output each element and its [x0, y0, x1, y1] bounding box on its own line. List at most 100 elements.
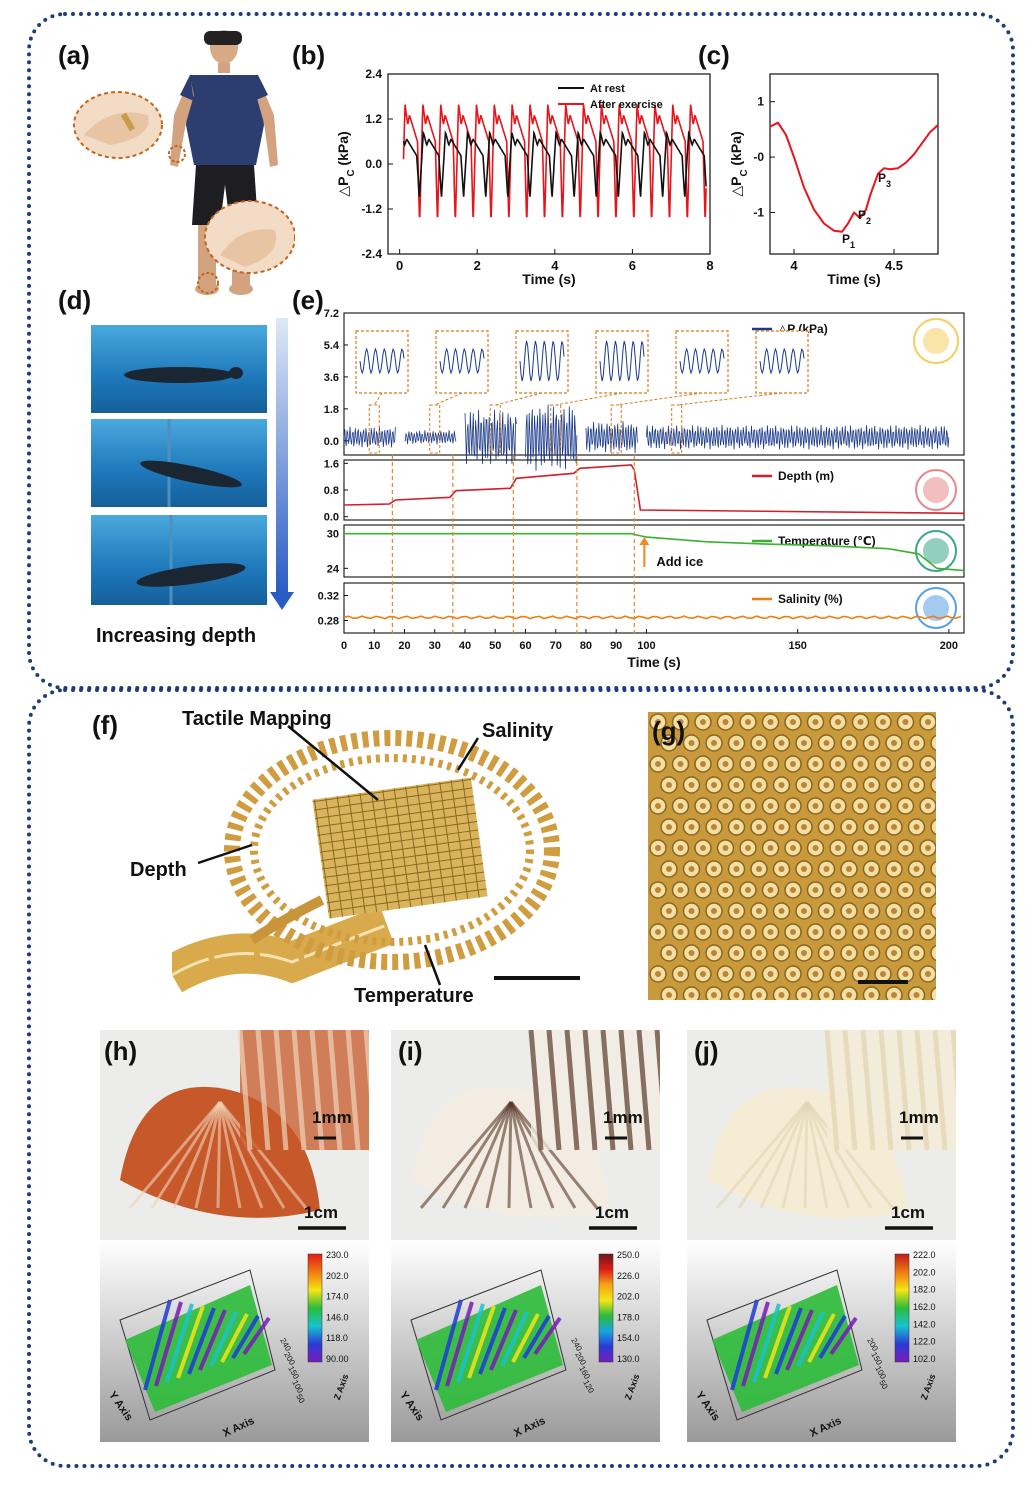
- zoom-connector: [676, 392, 783, 406]
- colorbar-label: 250.0: [617, 1250, 640, 1260]
- x-tick-label: 20: [398, 640, 410, 652]
- colorbar-label: 230.0: [326, 1250, 349, 1260]
- y-tick-label: 0.32: [318, 591, 339, 603]
- surface-ridge: [467, 1305, 496, 1379]
- peak-annotation: P3: [878, 171, 891, 189]
- shell-panel-2: 1mm 1cm 250.0 226.0 202.0 178.0 154.0 130.0 240 2…: [391, 1030, 660, 1442]
- x-tick-label: 100: [637, 640, 655, 652]
- surface-ridge: [730, 1299, 759, 1391]
- scale-label: 1cm: [304, 1203, 339, 1222]
- x-tick-label: 50: [489, 640, 501, 652]
- inset-scale-label: 1mm: [899, 1108, 939, 1127]
- surface-ridge: [198, 1309, 227, 1371]
- x-tick-label: 150: [788, 640, 806, 652]
- surface-ridge: [511, 1313, 540, 1363]
- x-tick-label: 8: [706, 258, 713, 273]
- subplot-frame: [343, 524, 965, 578]
- chart-b-pulse-waveform: 0 2 4 6 8 2.4 1.2 0.0 -1.2 -2.4 Time (s) △PC (kPa) A…: [335, 67, 714, 287]
- surface-ridge: [231, 1314, 260, 1360]
- surface-ridge: [807, 1313, 836, 1363]
- legend-label: Salinity (%): [778, 592, 843, 606]
- series-line-salinity: [343, 615, 962, 620]
- surface-ridge: [434, 1299, 463, 1391]
- sensor-icon-fill: [923, 328, 949, 354]
- colorbar-label: 146.0: [326, 1312, 349, 1322]
- sensor-icon-fill: [923, 477, 949, 503]
- zoom-inset-trace: [679, 347, 725, 375]
- surface-ridge: [242, 1316, 271, 1356]
- zoom-connector: [373, 392, 383, 406]
- surface-ridge: [187, 1307, 216, 1375]
- surface-3d-plot: 250.0226.0202.0178.0154.0130.02402001601…: [391, 1240, 660, 1442]
- subplot-frame: [343, 582, 965, 634]
- swim-photo-3: [91, 515, 267, 605]
- x-tick-label: 4: [551, 258, 559, 273]
- shell-photo: [391, 1030, 660, 1240]
- microstructure-photo: [648, 712, 936, 1000]
- label-g: (g): [652, 716, 686, 746]
- y-tick-label: 0.28: [318, 616, 339, 628]
- colorbar-label: 226.0: [617, 1271, 640, 1281]
- label-h: (h): [104, 1036, 138, 1066]
- colorbar-label: 162.0: [913, 1302, 936, 1312]
- surface-3d-plot: 222.0202.0182.0162.0142.0122.0102.020015…: [687, 1240, 956, 1442]
- y-axis-label: △PC (kPa): [728, 131, 750, 196]
- y-tick-label: 30: [327, 529, 339, 541]
- subplot-frame: [343, 459, 965, 521]
- surface-ridge: [522, 1314, 551, 1360]
- label-b: (b): [292, 40, 326, 70]
- y-tick-label: 1.6: [324, 458, 339, 470]
- zoom-inset-trace: [759, 347, 805, 375]
- surface-ridge: [796, 1311, 825, 1367]
- colorbar-label: 90.00: [326, 1354, 349, 1364]
- increasing-depth-arrow: [270, 318, 294, 610]
- surface-ridge: [500, 1311, 529, 1367]
- x-tick-label: 4.5: [885, 258, 903, 273]
- peak-annotation: P1: [842, 232, 855, 250]
- x-tick-label: 40: [459, 640, 471, 652]
- peak-annotation: P2: [858, 208, 871, 226]
- zoom-source-box: [671, 404, 683, 454]
- zoom-source-box: [429, 404, 441, 454]
- colorbar-label: 202.0: [913, 1267, 936, 1277]
- label-temperature: Temperature: [354, 985, 474, 1007]
- y-tick-label: 0.0: [324, 512, 339, 524]
- surface-ridge: [741, 1301, 770, 1387]
- colorbar-label: 182.0: [913, 1285, 936, 1295]
- legend-label: After exercise: [590, 99, 663, 111]
- surface-ridge: [533, 1316, 562, 1356]
- subplot-frame: [343, 312, 965, 456]
- swim-photo-2: [91, 419, 267, 507]
- colorbar-label: 122.0: [913, 1337, 936, 1347]
- x-axis-label: Time (s): [827, 271, 880, 287]
- plot-box: [410, 1269, 567, 1421]
- label-j: (j): [694, 1036, 719, 1066]
- x-tick-label: 2: [474, 258, 481, 273]
- label-f: (f): [92, 710, 118, 740]
- surface-ridge: [829, 1316, 858, 1356]
- surface-3d-plot: 230.0202.0174.0146.0118.090.002402001501…: [100, 1240, 369, 1442]
- x-tick-label: 60: [519, 640, 531, 652]
- zoom-source-box: [550, 404, 562, 454]
- shell-panel-1: 1mm 1cm 230.0 202.0 174.0 146.0 118.0 90.00 240 2…: [100, 1030, 369, 1442]
- series-line-at-rest: [402, 130, 707, 197]
- series-line-pressure: [343, 404, 950, 471]
- colorbar-label: 102.0: [913, 1354, 936, 1364]
- label-e: (e): [292, 285, 324, 315]
- x-tick-label: 90: [610, 640, 622, 652]
- colorbar-label: 174.0: [326, 1292, 349, 1302]
- surface-ridge: [785, 1309, 814, 1371]
- zoom-inset-trace: [519, 340, 565, 382]
- x-axis-label: Time (s): [627, 654, 680, 670]
- series-line-after-exercise: [402, 104, 707, 218]
- x-axis-label: Time (s): [522, 271, 575, 287]
- surface-ridge: [209, 1311, 238, 1367]
- surface-ridge: [445, 1301, 474, 1387]
- series-line-depth: [343, 464, 965, 515]
- series-line-pulse: [769, 121, 939, 233]
- surface-ridge: [165, 1303, 194, 1383]
- surface-ridge: [763, 1305, 792, 1379]
- colorbar-label: 118.0: [326, 1333, 348, 1343]
- surface-ridge: [176, 1305, 205, 1379]
